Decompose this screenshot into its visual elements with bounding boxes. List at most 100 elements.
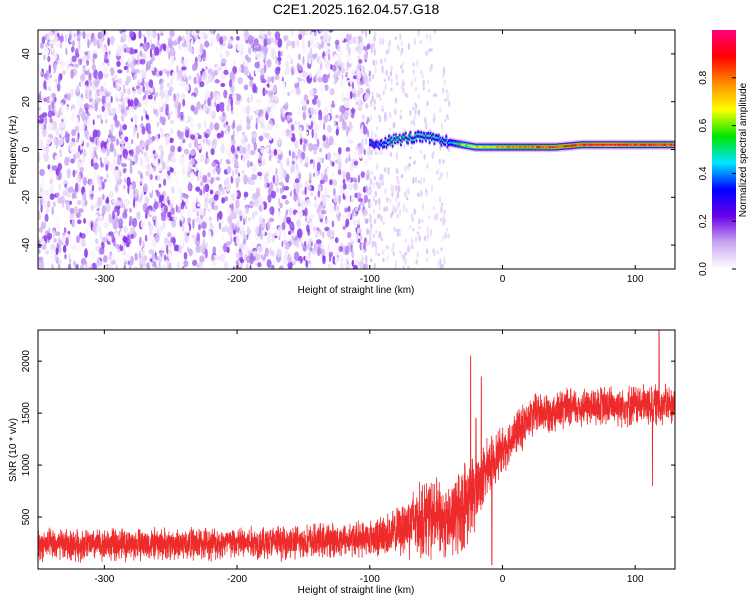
heatmap-cell [124,80,129,86]
heatmap-cell [169,46,176,57]
heatmap-cell [64,183,68,188]
heatmap-cell [363,242,366,251]
heatmap-cell [351,66,356,74]
heatmap-cell [350,244,353,253]
heatmap-cell [619,143,622,146]
heatmap-cell [72,40,75,47]
heatmap-cell [125,153,128,160]
heatmap-cell [277,50,281,58]
heatmap-cell [244,135,248,143]
heatmap-cell [410,120,413,125]
heatmap-cell [367,154,372,162]
heatmap-cell [334,120,337,127]
heatmap-cell [148,223,154,233]
heatmap-cell [252,250,258,256]
heatmap-cell [99,246,105,255]
heatmap-cell [49,169,55,175]
heatmap-cell [57,263,61,269]
heatmap-cell [455,142,457,145]
heatmap-cell [118,157,121,166]
spectrogram-x-label: Height of straight line (km) [298,285,415,296]
heatmap-cell [357,70,362,79]
heatmap-cell [441,202,444,206]
heatmap-cell [306,224,310,233]
heatmap-cell [277,56,282,62]
heatmap-cell [149,168,155,174]
heatmap-cell [210,148,215,156]
heatmap-cell [204,40,210,48]
heatmap-cell [646,143,648,146]
heatmap-cell [394,108,397,116]
heatmap-cell [538,146,541,149]
heatmap-cell [278,181,284,186]
heatmap-cell [303,94,309,102]
heatmap-cell [55,139,60,146]
heatmap-cell [180,57,183,64]
heatmap-cell [425,122,428,130]
heatmap-cell [150,185,152,195]
heatmap-cell [364,111,368,122]
heatmap-cell [110,260,116,265]
heatmap-cell [249,255,254,265]
heatmap-cell [103,110,108,118]
heatmap-cell [66,58,72,65]
heatmap-cell [578,144,580,146]
heatmap-cell [89,80,93,87]
heatmap-cell [116,138,119,146]
heatmap-cell [269,81,273,89]
heatmap-cell [381,174,384,180]
heatmap-cell [57,162,63,171]
heatmap-cell [166,165,170,172]
heatmap-cell [177,255,184,262]
heatmap-cell [400,83,404,90]
heatmap-cell [51,264,54,269]
heatmap-cell [130,139,134,145]
heatmap-cell [239,159,245,170]
heatmap-cell [358,103,363,109]
heatmap-cell [272,260,277,266]
heatmap-cell [502,146,505,149]
y-tick-label: 2000 [21,350,32,373]
heatmap-cell [224,196,228,202]
heatmap-cell [312,31,315,37]
heatmap-cell [76,200,82,206]
heatmap-cell [112,170,118,178]
heatmap-cell [544,146,547,149]
heatmap-cell [378,145,381,148]
heatmap-cell [187,216,192,224]
heatmap-cell [393,226,396,233]
heatmap-cell [110,135,116,143]
heatmap-cell [389,140,392,143]
heatmap-cell [160,30,163,35]
heatmap-cell [215,46,218,53]
heatmap-cell [398,136,401,139]
heatmap-cell [120,240,124,246]
heatmap-cell [407,42,411,51]
heatmap-cell [58,183,62,191]
heatmap-cell [486,146,488,149]
heatmap-cell [412,62,415,67]
heatmap-cell [78,208,84,214]
heatmap-cell [210,208,215,218]
heatmap-cell [193,76,197,85]
heatmap-cell [395,73,398,82]
heatmap-cell [412,228,415,232]
heatmap-cell [416,59,419,67]
heatmap-cell [124,48,127,53]
heatmap-cell [188,142,193,149]
heatmap-cell [114,232,119,238]
heatmap-cell [257,262,262,268]
heatmap-cell [228,227,233,238]
heatmap-cell [312,159,315,170]
heatmap-cell [135,145,141,155]
heatmap-cell [130,149,133,157]
heatmap-cell [57,75,61,84]
heatmap-cell [119,123,122,133]
heatmap-cell [387,167,390,175]
heatmap-cell [151,135,156,142]
heatmap-cell [349,150,355,160]
heatmap-cell [100,85,104,93]
heatmap-cell [296,219,301,228]
heatmap-cell [418,234,421,242]
heatmap-cell [97,55,101,61]
